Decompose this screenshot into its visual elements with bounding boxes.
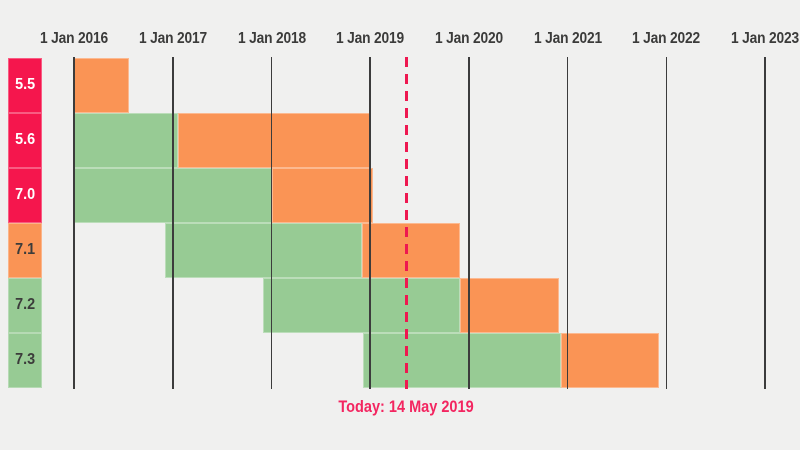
gridline <box>764 57 766 389</box>
axis-tick-label: 1 Jan 2018 <box>237 30 306 47</box>
version-label-text: 7.0 <box>14 186 36 203</box>
gridline <box>665 57 668 389</box>
gridline <box>270 57 273 389</box>
axis-tick-label: 1 Jan 2022 <box>632 30 701 47</box>
bar-segment-security-fixes <box>460 277 560 333</box>
bar-segment-active-support <box>74 112 178 168</box>
bar-segment-security-fixes <box>271 167 373 223</box>
today-label: Today: 14 May 2019 <box>338 398 474 416</box>
version-label: 7.2 <box>8 277 42 333</box>
gridline <box>369 57 371 389</box>
axis-tick-label: 1 Jan 2023 <box>731 30 799 47</box>
axis-tick-label: 1 Jan 2019 <box>336 30 405 47</box>
version-label-text: 5.6 <box>14 131 36 148</box>
bar-segment-security-fixes <box>74 57 129 113</box>
bar-segment-active-support <box>363 332 561 388</box>
version-label: 7.3 <box>8 332 42 388</box>
version-label: 7.0 <box>8 167 42 223</box>
version-label: 5.5 <box>8 57 42 113</box>
version-label: 7.1 <box>8 222 42 278</box>
version-label: 5.6 <box>8 112 42 168</box>
bar-segment-security-fixes <box>560 332 660 388</box>
bar-segment-active-support <box>262 277 461 333</box>
axis-tick-label: 1 Jan 2020 <box>434 30 503 47</box>
axis-tick-label: 1 Jan 2021 <box>533 30 602 47</box>
gridline <box>172 57 174 389</box>
today-line <box>404 57 408 389</box>
bar-segment-active-support <box>164 222 362 278</box>
gridline <box>566 57 569 389</box>
gridline <box>73 57 75 389</box>
bar-segment-security-fixes <box>361 222 461 278</box>
version-label-text: 7.2 <box>14 296 36 313</box>
version-label-text: 5.5 <box>14 76 36 93</box>
version-label-text: 7.3 <box>14 351 36 368</box>
axis-tick-label: 1 Jan 2017 <box>138 30 207 47</box>
axis-tick-label: 1 Jan 2016 <box>40 30 108 47</box>
gridline <box>468 57 470 389</box>
bar-segment-security-fixes <box>177 112 370 168</box>
version-label-text: 7.1 <box>14 241 36 258</box>
